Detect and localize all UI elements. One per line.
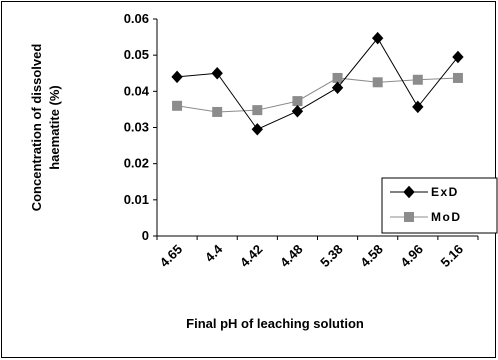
data-point-exd <box>291 104 304 118</box>
data-point-exd <box>331 81 344 94</box>
y-axis-title-line: haematite (%) <box>47 85 62 170</box>
data-point-exd <box>452 50 464 64</box>
x-tick-label: 4.96 <box>397 242 426 271</box>
series-exd <box>171 31 464 136</box>
series-mod <box>172 72 463 117</box>
data-point-exd <box>412 100 424 114</box>
x-tick-label: 4.65 <box>157 242 186 271</box>
x-tick-label: 4.4 <box>202 241 226 265</box>
data-point-mod <box>172 100 183 111</box>
y-tick-label: 0 <box>142 228 149 243</box>
data-point-mod <box>292 96 303 107</box>
y-axis-title-line: Concentration of dissolved <box>29 44 44 212</box>
y-tick-label: 0.01 <box>124 192 149 207</box>
data-point-mod <box>452 72 463 83</box>
legend-label-exd: ExD <box>431 185 459 199</box>
y-ticks: 0 0.01 0.02 0.03 0.04 0.05 0.06 <box>124 11 157 243</box>
data-point-exd <box>211 67 223 80</box>
y-tick-label: 0.05 <box>124 47 149 62</box>
x-tick-label: 4.48 <box>277 242 306 271</box>
y-tick-label: 0.04 <box>124 83 150 98</box>
x-tick-label: 5.16 <box>438 242 467 271</box>
legend-marker-mod <box>404 212 414 222</box>
data-point-mod <box>332 72 343 83</box>
legend-box <box>381 177 498 234</box>
legend: ExD MoD <box>381 177 498 234</box>
data-point-exd <box>171 70 183 84</box>
data-point-exd <box>251 123 263 136</box>
x-ticks: 4.65 4.4 4.42 4.48 5.38 4.58 4.96 5.16 <box>156 236 479 271</box>
y-tick-label: 0.03 <box>124 120 149 135</box>
data-point-mod <box>212 106 223 117</box>
x-tick-label: 4.42 <box>237 242 266 271</box>
series-line-exd <box>177 37 459 130</box>
y-tick-label: 0.02 <box>124 156 149 171</box>
x-axis-title: Final pH of leaching solution <box>186 316 364 331</box>
legend-label-mod: MoD <box>431 210 462 224</box>
y-axis-title: Concentration of dissolved haematite (%) <box>29 44 62 212</box>
y-tick-label: 0.06 <box>124 11 149 26</box>
series-layer <box>171 31 464 136</box>
legend-marker-exd <box>403 185 415 199</box>
data-point-exd <box>372 31 384 45</box>
data-point-mod <box>412 74 423 85</box>
x-tick-label: 5.38 <box>317 242 346 271</box>
data-point-mod <box>252 105 263 116</box>
x-tick-label: 4.58 <box>357 242 386 271</box>
data-point-mod <box>372 77 383 88</box>
series-line-mod <box>176 77 458 113</box>
